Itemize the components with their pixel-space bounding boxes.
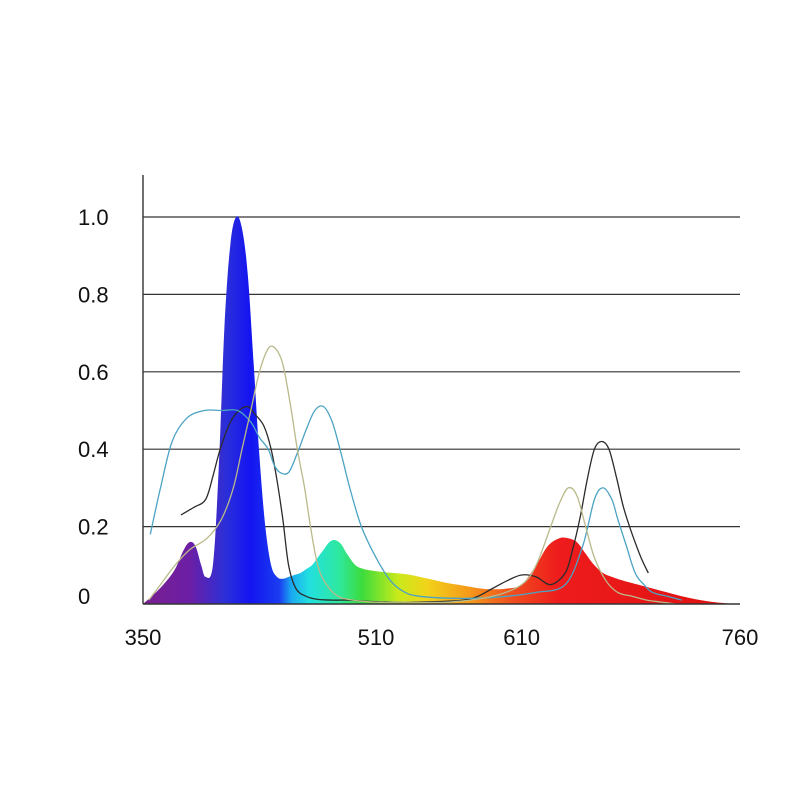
series-lines — [148, 345, 682, 605]
series-line-3 — [148, 345, 676, 605]
x-tick-label: 350 — [125, 625, 162, 650]
y-tick-label: 0.8 — [78, 282, 109, 307]
y-tick-label: 1.0 — [78, 205, 109, 230]
series-line-2 — [149, 405, 682, 601]
y-tick-label: 0.4 — [78, 437, 109, 462]
x-tick-label: 510 — [358, 625, 395, 650]
x-tick-label: 610 — [503, 625, 540, 650]
y-tick-label: 0 — [78, 584, 90, 609]
x-tick-labels: 350 510 610 760 — [125, 625, 759, 650]
y-tick-labels: 0 0.2 0.4 0.6 0.8 1.0 — [78, 205, 109, 609]
y-tick-label: 0.2 — [78, 515, 109, 540]
axes — [142, 175, 740, 605]
x-tick-label: 760 — [722, 625, 759, 650]
y-tick-label: 0.6 — [78, 360, 109, 385]
